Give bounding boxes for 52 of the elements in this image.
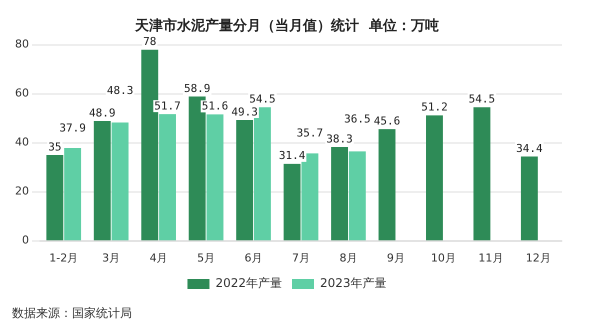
legend-label: 2022年产量 [215, 276, 282, 290]
bar [112, 122, 129, 240]
bar [159, 114, 176, 240]
x-tick-label: 9月 [386, 251, 405, 264]
bar [284, 164, 301, 240]
legend-label: 2023年产量 [320, 276, 387, 290]
bar [473, 107, 490, 240]
data-label: 51.7 [154, 99, 181, 112]
x-tick-label: 11月 [478, 251, 504, 264]
bar [378, 129, 396, 240]
x-tick-label: 5月 [197, 251, 216, 264]
bar [236, 120, 254, 240]
x-tick-label: 10月 [430, 251, 456, 264]
x-tick-label: 1-2月 [49, 251, 78, 264]
data-label: 49.3 [231, 105, 258, 118]
data-label: 35 [48, 140, 62, 154]
bar [64, 148, 82, 240]
data-label: 51.6 [202, 100, 228, 113]
y-tick-label: 80 [14, 38, 29, 51]
data-label: 31.4 [278, 149, 306, 162]
bar [348, 151, 366, 240]
y-tick-label: 0 [22, 234, 29, 247]
source-note: 数据来源：国家统计局 [12, 306, 132, 320]
data-label: 78 [143, 35, 156, 48]
data-label: 48.3 [106, 84, 134, 97]
x-tick-label: 4月 [150, 251, 168, 264]
bar [46, 155, 64, 240]
data-label: 58.9 [184, 82, 210, 95]
bar [520, 156, 538, 240]
bar [426, 115, 443, 240]
y-tick-label: 20 [14, 184, 29, 198]
data-label: 38.3 [326, 132, 353, 146]
data-label: 35.7 [296, 126, 324, 140]
x-tick-label: 8月 [339, 251, 358, 264]
x-tick-label: 12月 [526, 251, 551, 264]
data-label: 45.6 [374, 114, 400, 128]
y-tick-label: 40 [14, 136, 29, 149]
bar [94, 120, 111, 240]
data-label: 37.9 [59, 121, 86, 134]
data-label: 36.5 [344, 112, 371, 126]
y-tick-label: 60 [14, 86, 29, 100]
data-label: 54.5 [468, 92, 496, 106]
data-label: 54.5 [249, 92, 276, 106]
x-tick-label: 3月 [102, 251, 120, 264]
bar [331, 146, 348, 240]
data-label: 34.4 [516, 142, 543, 155]
bar [206, 114, 224, 240]
x-tick-label: 6月 [244, 251, 263, 264]
data-label: 48.9 [89, 106, 116, 120]
x-tick-label: 7月 [292, 251, 310, 264]
data-label: 51.2 [421, 100, 448, 114]
chart-title: 天津市水泥产量分月（当月值）统计 单位：万吨 [134, 17, 439, 34]
